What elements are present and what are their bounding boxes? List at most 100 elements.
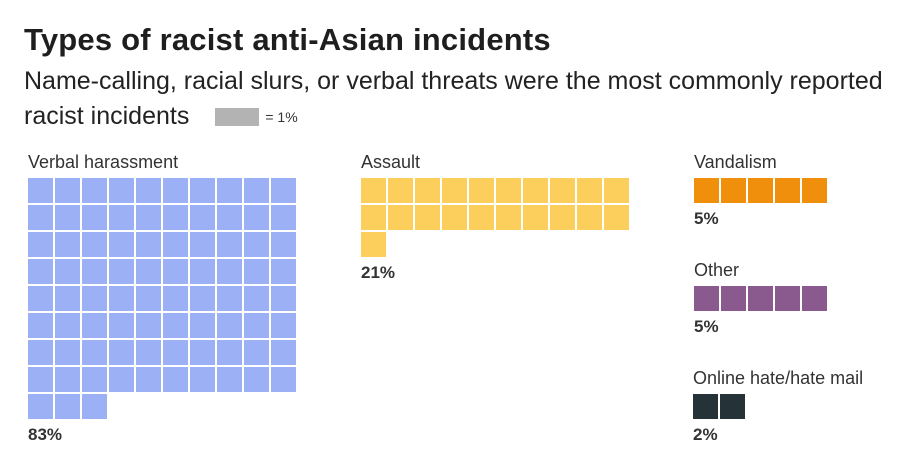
waffle-cell: [109, 340, 134, 365]
waffle-cell: [55, 205, 80, 230]
waffle-cell: [163, 232, 188, 257]
subtitle-text: Name-calling, racial slurs, or verbal th…: [24, 67, 883, 130]
waffle-cell: [388, 205, 413, 230]
waffle-cell: [28, 178, 53, 203]
category-label: Assault: [361, 152, 421, 172]
waffle-cell: [523, 178, 548, 203]
value-label: 2%: [693, 425, 718, 444]
waffle-cell: [28, 340, 53, 365]
waffle-cell: [190, 205, 215, 230]
waffle-cell: [577, 178, 602, 203]
waffle-cell: [190, 259, 215, 284]
waffle-cell: [55, 259, 80, 284]
waffle-cell: [388, 178, 413, 203]
waffle-cell: [271, 286, 296, 311]
waffle-cell: [244, 313, 269, 338]
waffle-cell: [163, 313, 188, 338]
waffle-cell: [28, 313, 53, 338]
waffle-cell: [55, 367, 80, 392]
waffle-cell: [693, 394, 718, 419]
category-label: Online hate/hate mail: [693, 368, 864, 388]
waffle-cell: [136, 340, 161, 365]
waffle-cell: [109, 286, 134, 311]
waffle-cell: [271, 259, 296, 284]
waffle-cell: [28, 286, 53, 311]
waffle-cell: [190, 232, 215, 257]
waffle-cell: [271, 313, 296, 338]
waffle-cell: [163, 367, 188, 392]
value-label: 83%: [28, 425, 63, 444]
waffle-cell: [28, 394, 53, 419]
waffle-cell: [415, 205, 440, 230]
waffle-cell: [109, 367, 134, 392]
waffle-cell: [82, 178, 107, 203]
waffle-cell: [361, 232, 386, 257]
value-label: 21%: [361, 263, 396, 282]
category-label: Other: [694, 260, 740, 280]
waffle-cell: [721, 286, 746, 311]
waffle-cell: [82, 313, 107, 338]
waffle-cell: [244, 232, 269, 257]
waffle-cell: [271, 367, 296, 392]
waffle-cell: [361, 178, 386, 203]
waffle-cell: [109, 178, 134, 203]
waffle-cell: [271, 178, 296, 203]
waffle-cell: [217, 205, 242, 230]
waffle-cell: [271, 232, 296, 257]
waffle-grid: [28, 178, 298, 421]
panel-online-hate: Online hate/hate mail 2%: [693, 368, 864, 444]
waffle-cell: [217, 232, 242, 257]
panel-verbal-harassment: Verbal harassment 83%: [28, 152, 298, 444]
waffle-cell: [109, 259, 134, 284]
waffle-cell: [775, 178, 800, 203]
waffle-cell: [217, 178, 242, 203]
waffle-cell: [577, 205, 602, 230]
waffle-cell: [55, 313, 80, 338]
waffle-cell: [550, 178, 575, 203]
waffle-cell: [217, 259, 242, 284]
waffle-cell: [55, 232, 80, 257]
panel-vandalism: Vandalism 5%: [694, 152, 829, 228]
waffle-cell: [217, 313, 242, 338]
waffle-cell: [721, 178, 746, 203]
waffle-cell: [217, 367, 242, 392]
legend-label: = 1%: [265, 108, 298, 125]
waffle-cell: [163, 205, 188, 230]
waffle-cell: [82, 367, 107, 392]
waffle-cell: [720, 394, 745, 419]
waffle-cell: [82, 259, 107, 284]
waffle-cell: [28, 367, 53, 392]
panel-assault: Assault 21%: [361, 152, 631, 282]
waffle-cell: [244, 367, 269, 392]
waffle-cell: [190, 313, 215, 338]
waffle-cell: [163, 340, 188, 365]
value-label: 5%: [694, 209, 719, 228]
chart-title: Types of racist anti-Asian incidents: [24, 22, 551, 57]
waffle-cell: [136, 178, 161, 203]
waffle-cell: [82, 232, 107, 257]
waffle-cell: [244, 340, 269, 365]
waffle-cell: [55, 178, 80, 203]
waffle-cell: [190, 367, 215, 392]
waffle-cell: [694, 178, 719, 203]
waffle-grid: [694, 286, 829, 313]
waffle-cell: [190, 286, 215, 311]
waffle-cell: [82, 394, 107, 419]
waffle-cell: [496, 178, 521, 203]
waffle-cell: [190, 178, 215, 203]
waffle-cell: [55, 340, 80, 365]
waffle-cell: [442, 178, 467, 203]
panel-other: Other 5%: [694, 260, 829, 336]
waffle-cell: [361, 205, 386, 230]
waffle-cell: [136, 313, 161, 338]
waffle-cell: [55, 286, 80, 311]
waffle-cell: [136, 205, 161, 230]
waffle-cell: [748, 178, 773, 203]
waffle-cell: [442, 205, 467, 230]
waffle-cell: [136, 259, 161, 284]
waffle-cell: [82, 205, 107, 230]
category-label: Verbal harassment: [28, 152, 179, 172]
waffle-cell: [109, 205, 134, 230]
waffle-cell: [523, 205, 548, 230]
waffle-cell: [802, 286, 827, 311]
